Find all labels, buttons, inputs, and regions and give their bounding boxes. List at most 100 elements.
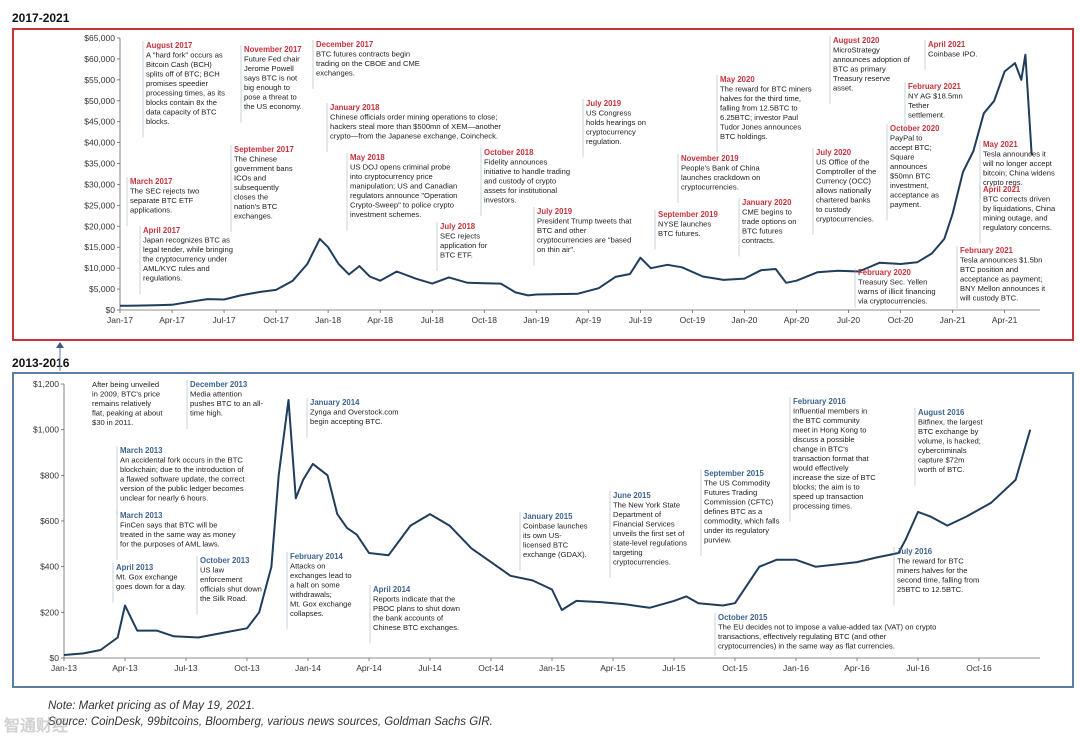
- bottom-annotation-text: state-level regulations: [613, 539, 687, 548]
- top-annotation-text: settlement.: [908, 111, 945, 120]
- top-annotation-text: Japan recognizes BTC as: [143, 236, 230, 245]
- bottom-x-tick-label: Jul-15: [662, 663, 685, 673]
- top-annotation-date: May 2020: [720, 75, 755, 84]
- bottom-annotation-text: Chinese BTC exchanges.: [373, 623, 459, 632]
- top-annotation-text: The SEC rejects two: [130, 187, 199, 196]
- top-annotation-text: initiative to handle trading: [484, 167, 570, 176]
- top-annotation-text: President Trump tweets that: [537, 217, 632, 226]
- top-annotation-text: NYSE launches: [658, 220, 711, 229]
- top-annotation-text: Square: [890, 153, 915, 162]
- bottom-annotation-text: commodity, which falls: [704, 517, 780, 526]
- bottom-annotation-text: unclear for nearly 6 hours.: [120, 494, 208, 503]
- bottom-annotation-text: PBOC plans to shut down: [373, 604, 460, 613]
- top-annotation-text: chartered banks: [816, 196, 871, 205]
- top-annotation-text: on thin air".: [537, 245, 575, 254]
- top-annotation-text: BTC and other: [537, 226, 587, 235]
- top-annotation-text: Currency (OCC): [816, 177, 871, 186]
- bottom-annotation-text: enforcement: [200, 575, 243, 584]
- bottom-x-tick-label: Jan-14: [295, 663, 321, 673]
- top-annotation-text: allows nationally: [816, 186, 871, 195]
- top-annotation-text: subsequently: [234, 183, 279, 192]
- bottom-annotation-date: February 2014: [290, 552, 344, 561]
- bottom-annotation-text: worth of BTC.: [917, 465, 964, 474]
- bottom-annotation-text: FinCen says that BTC will be: [120, 521, 218, 530]
- top-x-tick-label: Jul-18: [421, 315, 444, 325]
- bottom-annotation-text: for the purposes of AML laws.: [120, 540, 220, 549]
- top-y-tick-label: $55,000: [84, 75, 115, 85]
- bottom-annotation-text: defines BTC as a: [704, 507, 763, 516]
- bottom-annotation-text: under its regulatory: [704, 526, 769, 535]
- bottom-annotation-text: in 2009, BTC's price: [92, 390, 160, 399]
- top-price-line: [119, 53, 1033, 307]
- bottom-annotation-text: Mt. Gox exchange: [290, 600, 352, 609]
- panel-connector-arrow-head: [56, 342, 64, 348]
- bottom-annotation-date: March 2013: [120, 511, 163, 520]
- bottom-annotation-text: licensed BTC: [523, 541, 569, 550]
- bottom-annotation-text: change in BTC's: [793, 445, 849, 454]
- top-annotation-text: cryptocurrency: [586, 128, 636, 137]
- bottom-annotation-text: a halt on some: [290, 581, 340, 590]
- top-annotation-text: US Office of the: [816, 158, 869, 167]
- top-annotation-text: splits off of BTC; BCH: [146, 70, 220, 79]
- top-y-tick-label: $35,000: [84, 159, 115, 169]
- top-annotation-text: Chinese officials order mining operation…: [330, 113, 497, 122]
- bottom-annotation-text: blocks; the aim is to: [793, 483, 860, 492]
- top-annotation-text: regulations.: [143, 274, 182, 283]
- bottom-annotation-text: Zynga and Overstock.com: [310, 408, 399, 417]
- top-x-tick-label: Apr-19: [576, 315, 602, 325]
- bottom-y-tick-label: $0: [50, 653, 60, 663]
- top-annotation-text: Tudor Jones announces: [720, 123, 801, 132]
- top-annotation-text: launches crackdown on: [681, 173, 760, 182]
- top-annotation-date: January 2020: [742, 198, 792, 207]
- top-x-tick-label: Oct-17: [263, 315, 289, 325]
- top-annotation-text: cryptocurrencies.: [681, 183, 739, 192]
- top-annotation-text: data capacity of BTC: [146, 108, 217, 117]
- bottom-annotation-date: January 2014: [310, 398, 360, 407]
- bottom-x-tick-label: Oct-14: [478, 663, 504, 673]
- bottom-annotation-text: a flawed software update, the correct: [120, 475, 245, 484]
- top-annotation-text: CME begins to: [742, 208, 792, 217]
- bottom-annotation-date: February 2016: [793, 397, 847, 406]
- bottom-annotation-text: second time, falling from: [897, 576, 979, 585]
- top-annotation-text: and custody of crypto: [484, 177, 556, 186]
- bottom-annotation-text: Bitfinex, the largest: [918, 418, 983, 427]
- top-annotation-date: July 2019: [537, 207, 573, 216]
- top-annotation-text: BTC holdings.: [720, 132, 768, 141]
- top-annotation-text: regulators announce "Operation: [350, 191, 457, 200]
- bottom-annotation-date: September 2015: [704, 469, 764, 478]
- top-annotation-text: investors.: [484, 196, 517, 205]
- top-annotation-text: A "hard fork" occurs as: [146, 51, 223, 60]
- top-annotation-text: into cryptocurrency price: [350, 172, 433, 181]
- bottom-annotation-text: The New York State: [613, 501, 680, 510]
- top-annotation-date: September 2019: [658, 210, 718, 219]
- top-annotation-text: warns of illicit financing: [857, 287, 936, 296]
- top-annotation-text: halves for the third time,: [720, 94, 801, 103]
- bottom-x-tick-label: Jan-16: [783, 663, 809, 673]
- top-annotation-text: Jerome Powell: [244, 64, 294, 73]
- bottom-annotation-text: Influential members in: [793, 407, 867, 416]
- top-annotation-date: March 2017: [130, 177, 172, 186]
- bottom-annotation-text: flat, peaking at about: [92, 409, 163, 418]
- top-annotation-text: BTC futures contracts begin: [316, 50, 410, 59]
- top-annotation-date: February 2021: [908, 82, 962, 91]
- top-annotation-text: 6.25BTC; investor Paul: [720, 113, 798, 122]
- top-annotation-text: application for: [440, 241, 488, 250]
- top-annotation-text: AML/KYC rules and: [143, 264, 210, 273]
- top-annotation-text: investment,: [890, 181, 929, 190]
- top-annotation-text: by liquidations, China: [983, 204, 1056, 213]
- top-annotation-text: Tether: [908, 101, 930, 110]
- top-annotation-text: BTC as primary: [833, 65, 886, 74]
- bottom-annotation-text: exchanges lead to: [290, 571, 352, 580]
- top-annotation-text: exchanges.: [316, 69, 355, 78]
- bottom-annotation-text: unveils the first set of: [613, 529, 685, 538]
- source-note: Source: CoinDesk, 99bitcoins, Bloomberg,…: [48, 716, 493, 728]
- section-title-2017-2021: 2017-2021: [12, 11, 70, 25]
- top-annotation-text: cryptocurrencies.: [816, 215, 874, 224]
- chart-panel-2017-2021: [12, 28, 1074, 341]
- top-x-tick-label: Jul-19: [629, 315, 652, 325]
- bottom-y-tick-label: $600: [40, 516, 59, 526]
- bottom-annotation-text: time high.: [190, 409, 223, 418]
- top-annotation-text: Bitcoin Cash (BCH): [146, 60, 212, 69]
- top-annotation-text: promises speedier: [146, 79, 209, 88]
